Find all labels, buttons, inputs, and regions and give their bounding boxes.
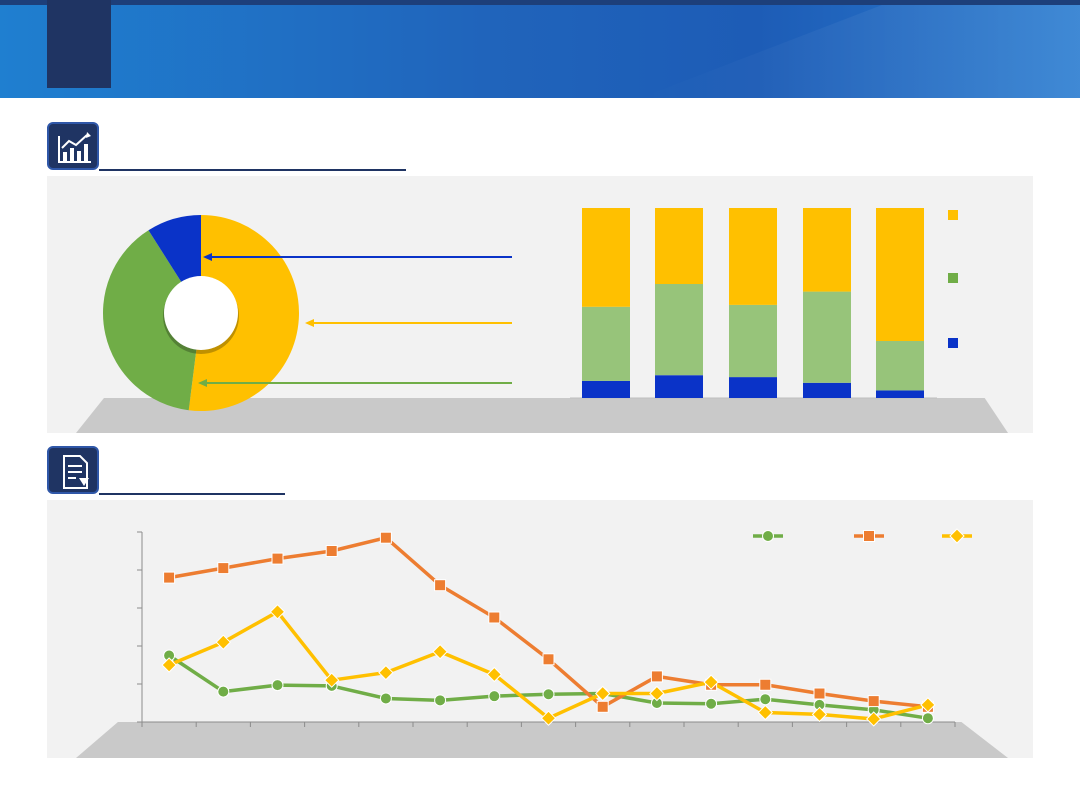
bar-segment-2-3 bbox=[655, 208, 703, 284]
section2-underline bbox=[99, 493, 285, 495]
donut-leader-arrow-3 bbox=[198, 379, 207, 387]
line-point-2-2 bbox=[217, 562, 230, 575]
line-point-2-4 bbox=[325, 545, 338, 557]
bar-segment-2-1 bbox=[655, 375, 703, 398]
line-legend-marker-2 bbox=[863, 530, 875, 542]
line-point-2-10 bbox=[650, 670, 663, 683]
bar-segment-4-1 bbox=[803, 382, 851, 398]
line-point-3-10 bbox=[649, 685, 665, 702]
line-point-2-3 bbox=[271, 552, 284, 565]
bar-segment-5-2 bbox=[876, 341, 924, 391]
line-point-2-8 bbox=[542, 653, 555, 666]
line-point-3-13 bbox=[811, 706, 828, 723]
line-point-2-5 bbox=[379, 531, 392, 544]
line-point-3-8 bbox=[540, 710, 557, 726]
document-download-icon bbox=[47, 446, 99, 494]
line-point-2-6 bbox=[434, 579, 447, 592]
header-accent-block bbox=[47, 0, 111, 88]
donut-slice-1 bbox=[188, 215, 299, 411]
line-point-2-7 bbox=[488, 611, 501, 624]
bar-segment-3-2 bbox=[729, 304, 777, 378]
line-legend-marker-3 bbox=[949, 528, 965, 544]
line-point-2-14 bbox=[867, 695, 880, 708]
line-point-2-1 bbox=[163, 571, 176, 584]
line-point-3-9 bbox=[594, 685, 611, 702]
section2-floor bbox=[76, 722, 1008, 758]
donut-leader-arrow-1 bbox=[203, 253, 212, 261]
line-point-3-3 bbox=[269, 604, 286, 620]
line-point-1-15 bbox=[921, 712, 934, 725]
donut-hole bbox=[164, 276, 238, 350]
line-point-3-15 bbox=[920, 697, 936, 713]
line-point-1-3 bbox=[271, 679, 284, 692]
bar-chart-trend-icon bbox=[47, 122, 99, 170]
line-point-3-6 bbox=[432, 643, 448, 660]
bar-legend-swatch-2 bbox=[948, 273, 958, 283]
line-legend-marker-1 bbox=[762, 530, 774, 542]
bar-segment-5-3 bbox=[876, 208, 924, 341]
line-point-3-14 bbox=[865, 711, 882, 727]
line-point-3-5 bbox=[378, 664, 394, 681]
line-point-3-2 bbox=[215, 634, 232, 650]
bar-segment-5-1 bbox=[876, 390, 924, 398]
line-point-3-7 bbox=[486, 666, 503, 683]
line-point-1-11 bbox=[705, 697, 718, 710]
bar-segment-1-3 bbox=[582, 208, 630, 307]
line-point-3-11 bbox=[703, 674, 719, 690]
line-point-2-9 bbox=[596, 700, 609, 713]
bar-legend-swatch-1 bbox=[948, 210, 958, 220]
line-point-1-7 bbox=[488, 690, 501, 703]
donut-leader-arrow-2 bbox=[305, 319, 314, 327]
line-point-3-4 bbox=[323, 672, 340, 688]
section1-underline bbox=[99, 169, 406, 171]
line-point-2-13 bbox=[813, 687, 826, 700]
bar-segment-3-1 bbox=[729, 377, 777, 398]
line-point-1-5 bbox=[379, 692, 392, 705]
line-point-3-1 bbox=[161, 657, 177, 673]
line-point-2-12 bbox=[759, 678, 772, 691]
header-top-line bbox=[0, 0, 1080, 5]
donut-slice-2 bbox=[102, 230, 201, 411]
bar-segment-1-2 bbox=[582, 306, 630, 381]
line-point-3-12 bbox=[757, 704, 774, 721]
bar-legend-swatch-3 bbox=[948, 338, 958, 348]
bar-segment-1-1 bbox=[582, 380, 630, 398]
line-point-1-2 bbox=[217, 685, 230, 698]
section2-panel bbox=[47, 500, 1033, 758]
line-point-1-12 bbox=[759, 693, 772, 706]
line-point-1-8 bbox=[542, 688, 555, 701]
bar-segment-4-3 bbox=[803, 208, 851, 292]
header-banner bbox=[0, 0, 1080, 98]
line-point-1-6 bbox=[434, 694, 447, 707]
bar-segment-3-3 bbox=[729, 208, 777, 305]
bar-segment-2-2 bbox=[655, 284, 703, 376]
bar-segment-4-2 bbox=[803, 291, 851, 383]
